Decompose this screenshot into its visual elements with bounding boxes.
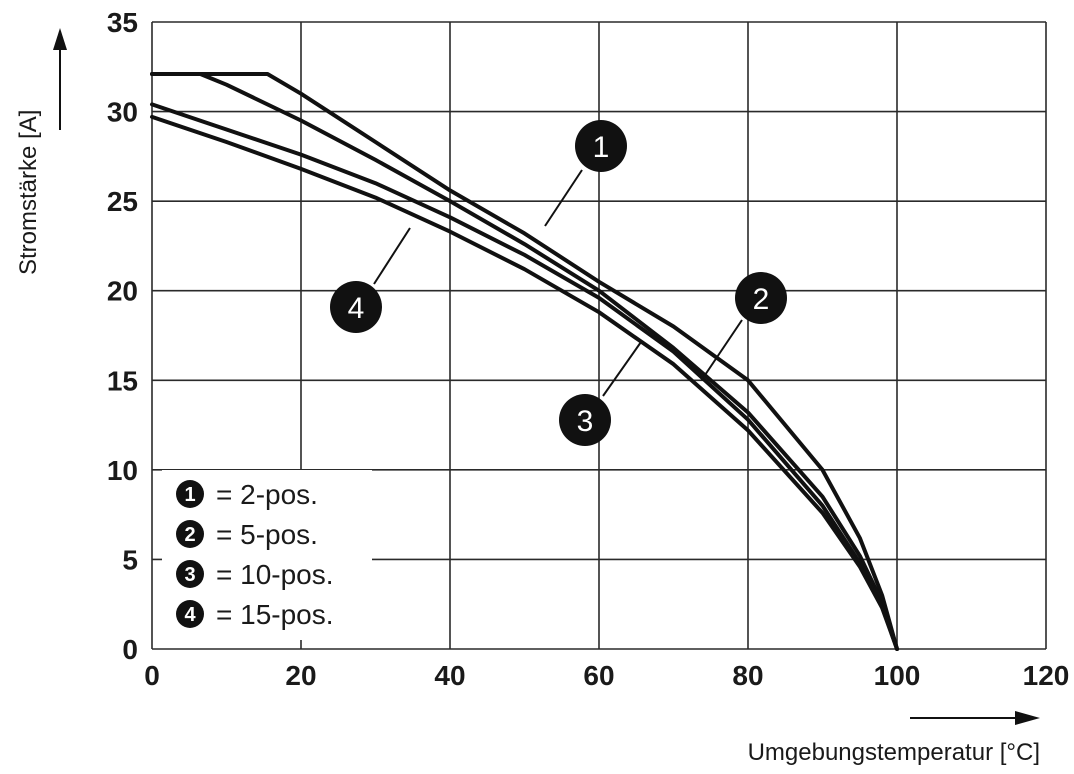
curve-badge-4 [330, 281, 382, 333]
curves [150, 72, 899, 651]
leader-line-4 [373, 227, 411, 285]
series-line-2 [150, 72, 899, 651]
y-tick-label: 30 [107, 97, 138, 128]
y-axis-label: Stromstärke [A] [15, 110, 42, 275]
legend-badge-1 [176, 480, 204, 508]
legend-badge-number-1: 1 [184, 484, 195, 506]
legend-badge-number-3: 3 [184, 564, 195, 586]
legend-badge-4 [176, 600, 204, 628]
x-tick-label: 120 [1023, 660, 1070, 691]
x-tick-label: 20 [285, 660, 316, 691]
leader-line-2 [702, 319, 743, 379]
y-tick-label: 25 [107, 186, 138, 217]
y-tick-label: 35 [107, 7, 138, 38]
curve-badge-2 [735, 272, 787, 324]
series-line-1 [150, 72, 899, 651]
legend-label-1: = 2-pos. [216, 479, 318, 510]
y-axis-arrow-icon [53, 28, 67, 130]
curve-annotations: 1 2 3 4 [330, 120, 787, 446]
legend-badge-2 [176, 520, 204, 548]
curve-badge-number-1: 1 [593, 131, 610, 164]
series-line-3 [150, 102, 899, 651]
leader-line-1 [544, 169, 583, 227]
y-tick-label: 0 [122, 634, 138, 665]
x-axis-label: Umgebungstemperatur [°C] [748, 739, 1040, 766]
legend-label-4: = 15-pos. [216, 599, 334, 630]
x-tick-label: 40 [434, 660, 465, 691]
x-axis-arrow-icon [910, 711, 1040, 725]
legend-badge-3 [176, 560, 204, 588]
curve-badge-number-3: 3 [577, 405, 594, 438]
series-line-4 [150, 114, 899, 651]
curve-badge-number-2: 2 [753, 283, 770, 316]
curve-badge-3 [559, 394, 611, 446]
y-tick-label: 10 [107, 455, 138, 486]
y-tick-label: 5 [122, 544, 138, 575]
leader-line-3 [602, 341, 642, 397]
tick-labels: 0 20 40 60 80 100 120 0 5 10 15 20 25 30 35 [107, 7, 1070, 691]
legend: 1 = 2-pos. 2 = 5-pos. 3 = 10-pos. 4 = 15-pos. [176, 479, 334, 630]
x-tick-label: 100 [874, 660, 921, 691]
legend-badge-number-2: 2 [184, 524, 195, 546]
legend-label-2: = 5-pos. [216, 519, 318, 550]
legend-badge-number-4: 4 [184, 604, 196, 626]
curve-badge-1 [575, 120, 627, 172]
x-tick-label: 0 [144, 660, 160, 691]
x-tick-label: 80 [732, 660, 763, 691]
grid [151, 21, 1047, 650]
y-tick-label: 20 [107, 276, 138, 307]
curve-badge-number-4: 4 [348, 292, 365, 325]
legend-label-3: = 10-pos. [216, 559, 334, 590]
y-tick-label: 15 [107, 365, 138, 396]
x-tick-label: 60 [583, 660, 614, 691]
